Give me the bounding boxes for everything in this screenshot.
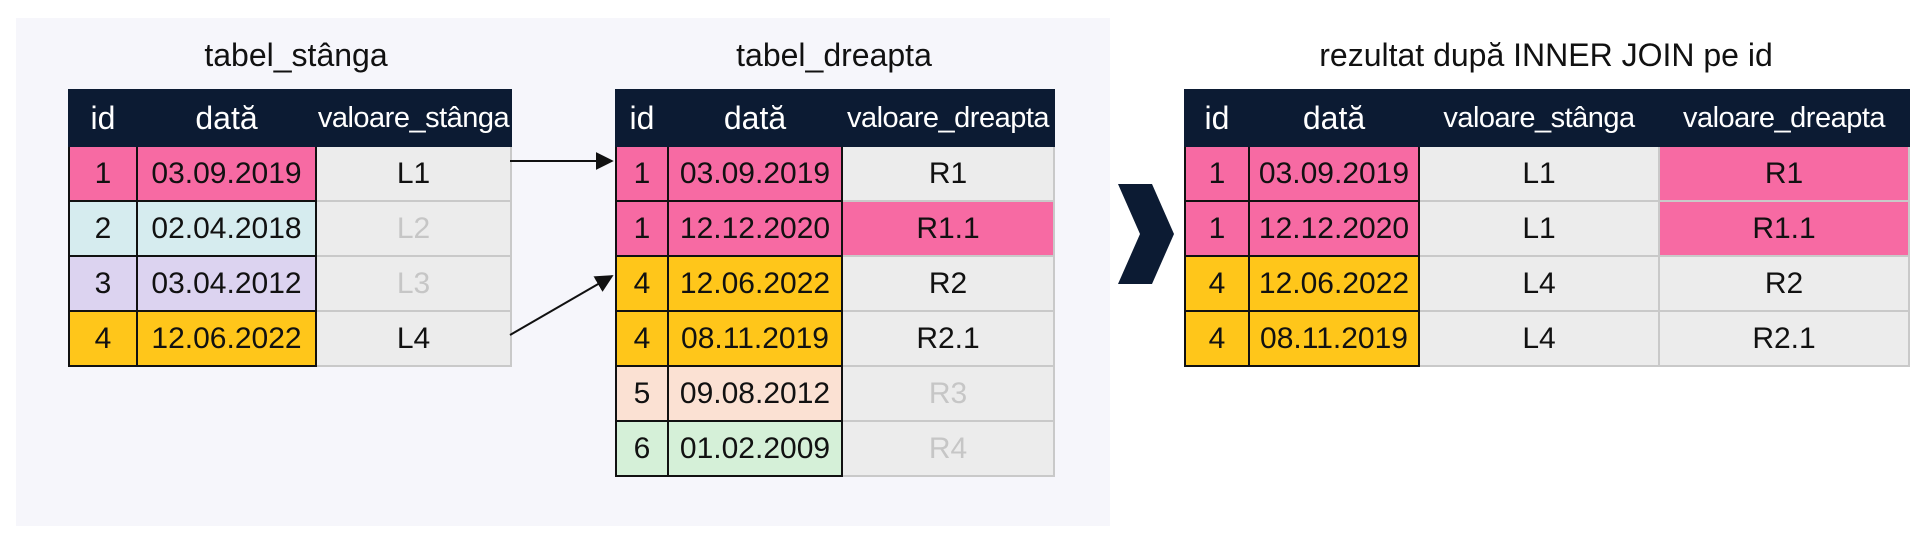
right-value-cell: R2 [1659, 256, 1909, 311]
id-cell: 1 [1185, 201, 1249, 256]
result-table-title: rezultat după INNER JOIN pe id [1184, 37, 1908, 74]
result-table: id dată valoare_stânga valoare_dreapta 1… [1184, 89, 1910, 367]
id-cell: 4 [1185, 256, 1249, 311]
id-cell: 4 [1185, 311, 1249, 366]
id-cell: 1 [1185, 146, 1249, 201]
column-header-id: id [1185, 90, 1249, 146]
left-value-cell: L4 [1419, 311, 1659, 366]
column-header-left-value: valoare_stânga [1419, 90, 1659, 146]
table-row: 1 12.12.2020 L1 R1.1 [1185, 201, 1909, 256]
table-row: 4 12.06.2022 L4 R2 [1185, 256, 1909, 311]
right-value-cell: R2.1 [1659, 311, 1909, 366]
right-value-cell: R1.1 [1659, 201, 1909, 256]
left-value-cell: L1 [1419, 146, 1659, 201]
table-row: 4 08.11.2019 L4 R2.1 [1185, 311, 1909, 366]
arrow-id4-icon [510, 276, 612, 335]
result-table-header: id dată valoare_stânga valoare_dreapta [1185, 90, 1909, 146]
right-value-cell: R1 [1659, 146, 1909, 201]
column-header-date: dată [1249, 90, 1419, 146]
date-cell: 03.09.2019 [1249, 146, 1419, 201]
date-cell: 12.06.2022 [1249, 256, 1419, 311]
column-header-right-value: valoare_dreapta [1659, 90, 1909, 146]
chevron-right-icon [1118, 184, 1174, 284]
table-row: 1 03.09.2019 L1 R1 [1185, 146, 1909, 201]
date-cell: 12.12.2020 [1249, 201, 1419, 256]
date-cell: 08.11.2019 [1249, 311, 1419, 366]
left-value-cell: L4 [1419, 256, 1659, 311]
left-value-cell: L1 [1419, 201, 1659, 256]
